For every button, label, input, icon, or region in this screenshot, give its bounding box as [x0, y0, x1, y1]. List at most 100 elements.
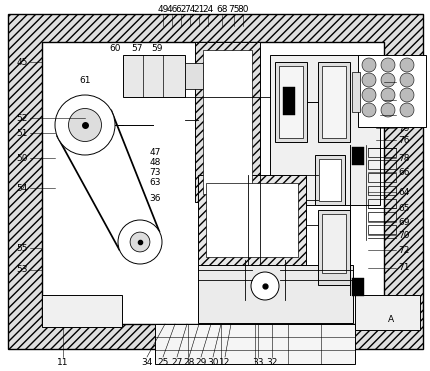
- Text: 63: 63: [149, 177, 161, 187]
- Bar: [319, 159, 341, 201]
- Circle shape: [381, 73, 395, 87]
- Circle shape: [381, 88, 395, 102]
- Bar: [368, 212, 396, 221]
- Text: 25: 25: [157, 358, 169, 367]
- Text: 12: 12: [219, 358, 230, 367]
- Text: 58: 58: [139, 91, 151, 99]
- Bar: [318, 62, 350, 142]
- Text: 33: 33: [252, 358, 264, 367]
- Circle shape: [362, 103, 376, 117]
- Text: 29: 29: [195, 358, 207, 367]
- Text: 46: 46: [166, 5, 178, 14]
- Bar: [368, 225, 396, 234]
- Text: 77: 77: [398, 95, 409, 105]
- Text: 34: 34: [141, 358, 153, 367]
- Bar: [318, 210, 350, 285]
- Text: 35: 35: [134, 243, 146, 253]
- Text: 21: 21: [194, 5, 205, 14]
- Bar: [42, 42, 384, 324]
- Circle shape: [400, 88, 414, 102]
- Text: 76: 76: [398, 135, 409, 144]
- Text: 47: 47: [149, 148, 161, 157]
- Text: 67: 67: [398, 111, 409, 119]
- Bar: [198, 175, 306, 265]
- Text: 69: 69: [398, 217, 409, 227]
- Bar: [368, 186, 396, 195]
- Text: 78: 78: [398, 154, 409, 162]
- Text: 50: 50: [16, 154, 28, 162]
- Bar: [275, 62, 307, 142]
- Text: 11: 11: [57, 358, 69, 367]
- Text: 53: 53: [16, 266, 28, 275]
- Bar: [322, 214, 346, 273]
- Bar: [283, 87, 295, 115]
- Bar: [270, 55, 380, 205]
- Text: A: A: [388, 315, 394, 325]
- Circle shape: [362, 73, 376, 87]
- Text: 55: 55: [16, 243, 28, 253]
- Bar: [368, 160, 396, 169]
- Bar: [368, 199, 396, 208]
- Bar: [195, 42, 260, 202]
- Bar: [355, 295, 420, 330]
- Bar: [352, 278, 364, 296]
- Text: 30: 30: [207, 358, 219, 367]
- Text: 56: 56: [139, 76, 151, 85]
- Text: 66: 66: [398, 167, 409, 177]
- Text: 64: 64: [398, 187, 409, 197]
- Bar: [185, 63, 203, 89]
- Circle shape: [68, 108, 101, 141]
- Text: 48: 48: [149, 158, 161, 167]
- Text: 73: 73: [149, 167, 161, 177]
- Text: 80: 80: [237, 5, 249, 14]
- Circle shape: [362, 58, 376, 72]
- Text: 74: 74: [184, 5, 196, 14]
- Text: 65: 65: [398, 204, 409, 213]
- Text: 79: 79: [398, 124, 409, 132]
- Circle shape: [362, 88, 376, 102]
- Circle shape: [55, 95, 115, 155]
- Bar: [206, 183, 298, 257]
- Text: 75: 75: [228, 5, 240, 14]
- Circle shape: [381, 58, 395, 72]
- Bar: [368, 148, 396, 157]
- Bar: [368, 173, 396, 182]
- Text: 60: 60: [109, 43, 121, 53]
- Bar: [203, 50, 252, 194]
- Text: 62: 62: [175, 5, 187, 14]
- Text: 36: 36: [149, 194, 161, 203]
- Circle shape: [400, 58, 414, 72]
- Circle shape: [381, 103, 395, 117]
- Text: 71: 71: [398, 263, 409, 273]
- Text: 27: 27: [171, 358, 183, 367]
- Text: 72: 72: [398, 246, 409, 255]
- Text: 32: 32: [266, 358, 278, 367]
- Bar: [352, 147, 364, 165]
- Bar: [155, 324, 355, 364]
- Text: 52: 52: [17, 114, 28, 122]
- Bar: [198, 265, 353, 323]
- Text: 68: 68: [216, 5, 228, 14]
- Bar: [42, 295, 122, 327]
- Bar: [279, 66, 303, 138]
- Text: 61: 61: [79, 76, 91, 85]
- Text: 51: 51: [16, 128, 28, 138]
- Circle shape: [400, 103, 414, 117]
- Text: 28: 28: [183, 358, 195, 367]
- Text: 49: 49: [157, 5, 169, 14]
- Text: 70: 70: [398, 230, 409, 240]
- Bar: [322, 66, 346, 138]
- Circle shape: [130, 232, 150, 252]
- Bar: [123, 55, 185, 97]
- Bar: [315, 155, 345, 205]
- Text: 24: 24: [203, 5, 214, 14]
- Text: 59: 59: [151, 43, 163, 53]
- Circle shape: [400, 73, 414, 87]
- Text: 57: 57: [131, 43, 143, 53]
- Text: 54: 54: [17, 184, 28, 193]
- Circle shape: [251, 272, 279, 300]
- Text: 42: 42: [398, 78, 409, 86]
- Text: 45: 45: [17, 58, 28, 66]
- Circle shape: [118, 220, 162, 264]
- Bar: [352, 72, 360, 112]
